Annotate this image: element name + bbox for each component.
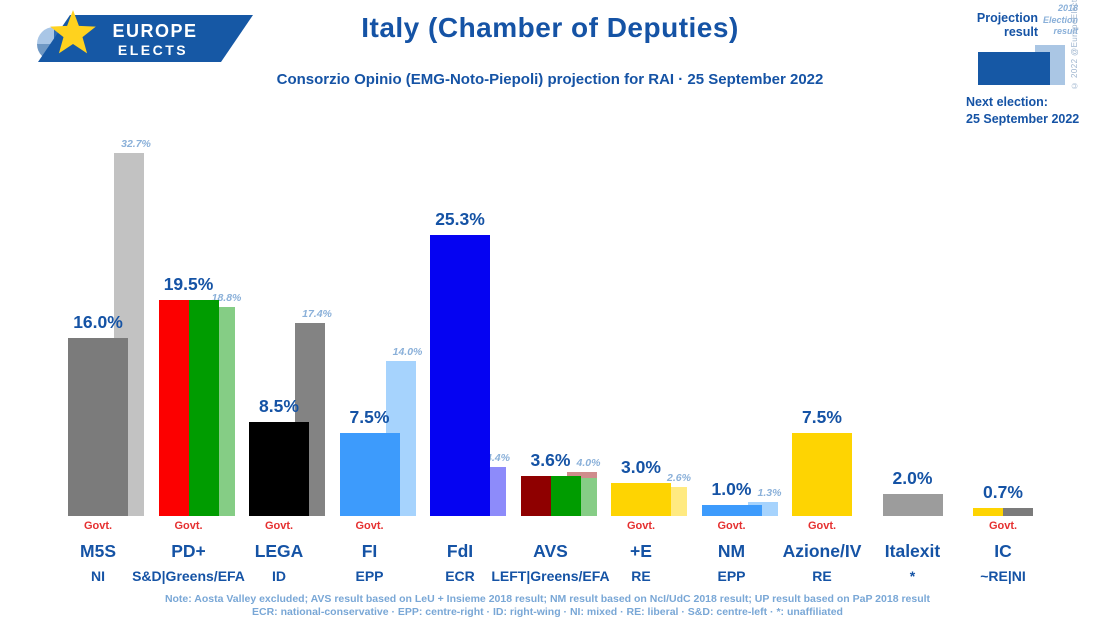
ep-group-label-lega: ID xyxy=(272,568,286,584)
bar-projection-segment xyxy=(550,476,581,516)
bar-projection-nm xyxy=(701,504,762,516)
bar-projection-segment xyxy=(430,235,490,516)
label-2018-+e: 2.6% xyxy=(667,472,691,485)
label-2018-lega: 17.4% xyxy=(302,307,332,320)
bar-projection-segment xyxy=(68,338,128,516)
bar-projection-fi xyxy=(339,432,400,516)
party-label-avs: AVS xyxy=(533,541,568,561)
page-subtitle: Consorzio Opinio (EMG-Noto-Piepoli) proj… xyxy=(276,71,824,88)
ep-group-label-azione-iv: RE xyxy=(812,568,832,584)
label-2018-m5s: 32.7% xyxy=(121,138,151,151)
label-projection-pd+: 19.5% xyxy=(163,273,214,294)
bar-projection-fdi xyxy=(430,235,490,516)
party-label-pd+: PD+ xyxy=(171,541,206,561)
ep-group-label-+e: RE xyxy=(631,568,651,584)
label-2018-pd+: 18.8% xyxy=(211,292,242,305)
party-label-azione-iv: Azione/IV xyxy=(782,541,862,561)
next-election-label: Next election: xyxy=(966,95,1048,109)
govt-marker-ic: Govt. xyxy=(988,520,1018,532)
party-label-lega: LEGA xyxy=(254,541,304,561)
govt-marker-fi: Govt. xyxy=(355,520,384,532)
label-projection-fdi: 25.3% xyxy=(435,209,485,230)
footnote-line1: Note: Aosta Valley excluded; AVS result … xyxy=(164,593,931,605)
label-projection-avs: 3.6% xyxy=(530,450,571,471)
label-2018-fdi: 4.4% xyxy=(486,452,510,465)
logo-star-icon xyxy=(50,10,96,54)
bar-projection-segment xyxy=(882,493,943,516)
label-projection-m5s: 16.0% xyxy=(73,312,123,333)
bar-projection-segment xyxy=(188,299,219,516)
bar-projection-avs xyxy=(520,476,581,516)
bar-projection-segment xyxy=(973,508,1003,516)
bar-projection-azione-iv xyxy=(792,432,852,516)
footnote-line2: ECR: national-conservative · EPP: centre… xyxy=(252,606,843,618)
party-label-fi: FI xyxy=(361,541,378,561)
govt-marker-m5s: Govt. xyxy=(83,520,113,532)
govt-marker-pd+: Govt. xyxy=(174,520,203,532)
party-label-italexit: Italexit xyxy=(884,541,941,561)
label-projection-azione-iv: 7.5% xyxy=(802,406,842,427)
legend-projection-label: Projection result xyxy=(976,11,1038,39)
page-title: Italy (Chamber of Deputies) xyxy=(361,12,739,43)
party-label-nm: NM xyxy=(717,541,746,561)
bar-projection-segment xyxy=(520,476,551,516)
logo-text-line2: ELECTS xyxy=(118,42,188,58)
label-projection-fi: 7.5% xyxy=(349,406,390,427)
bar-projection-lega xyxy=(249,421,309,516)
bar-projection-segment xyxy=(339,432,400,516)
label-projection-nm: 1.0% xyxy=(711,478,752,499)
ep-group-label-fdi: ECR xyxy=(445,568,475,584)
ep-group-label-italexit: * xyxy=(909,568,916,584)
bar-projection-segment xyxy=(158,299,189,516)
label-projection-italexit: 2.0% xyxy=(892,467,933,488)
logo-text-line1: EUROPE xyxy=(112,21,197,41)
bar-projection-ic xyxy=(973,508,1033,516)
ep-group-label-avs: LEFT|Greens/EFA xyxy=(491,568,610,584)
bar-projection-segment xyxy=(1003,508,1033,516)
label-projection-ic: 0.7% xyxy=(983,482,1023,503)
bar-projection-segment xyxy=(701,504,762,516)
label-projection-lega: 8.5% xyxy=(259,395,299,416)
bar-projection-italexit xyxy=(882,493,943,516)
legend-election-label: 2018 Election result xyxy=(1042,3,1078,36)
bar-2018-segment xyxy=(566,471,597,479)
party-label-+e: +E xyxy=(630,541,652,561)
party-label-fdi: FdI xyxy=(446,541,474,561)
ep-group-label-ic: ~RE|NI xyxy=(980,568,1026,584)
bar-projection-pd+ xyxy=(158,299,219,516)
ep-group-label-fi: EPP xyxy=(355,568,384,584)
bar-projection-m5s xyxy=(68,338,128,516)
label-2018-avs: 4.0% xyxy=(576,456,601,469)
label-2018-fi: 14.0% xyxy=(392,345,423,358)
bar-projection-segment xyxy=(249,421,309,516)
govt-marker-lega: Govt. xyxy=(264,520,294,532)
ep-group-label-nm: EPP xyxy=(717,568,746,584)
label-2018-nm: 1.3% xyxy=(757,486,782,499)
party-label-ic: IC xyxy=(994,541,1012,561)
ep-group-label-m5s: NI xyxy=(91,568,105,584)
europe-elects-logo: EUROPE ELECTS xyxy=(37,10,253,62)
govt-marker-nm: Govt. xyxy=(717,520,746,532)
ep-group-label-pd+: S&D|Greens/EFA xyxy=(132,568,245,584)
bar-projection-segment xyxy=(792,432,852,516)
govt-marker-azione-iv: Govt. xyxy=(807,520,837,532)
govt-marker-+e: Govt. xyxy=(626,520,656,532)
bar-projection-+e xyxy=(611,482,671,516)
party-label-m5s: M5S xyxy=(80,541,116,561)
label-projection-+e: 3.0% xyxy=(621,456,661,477)
bar-projection-segment xyxy=(611,482,671,516)
legend-projection-bar-swatch xyxy=(978,52,1050,85)
next-election-date: 25 September 2022 xyxy=(966,112,1080,126)
